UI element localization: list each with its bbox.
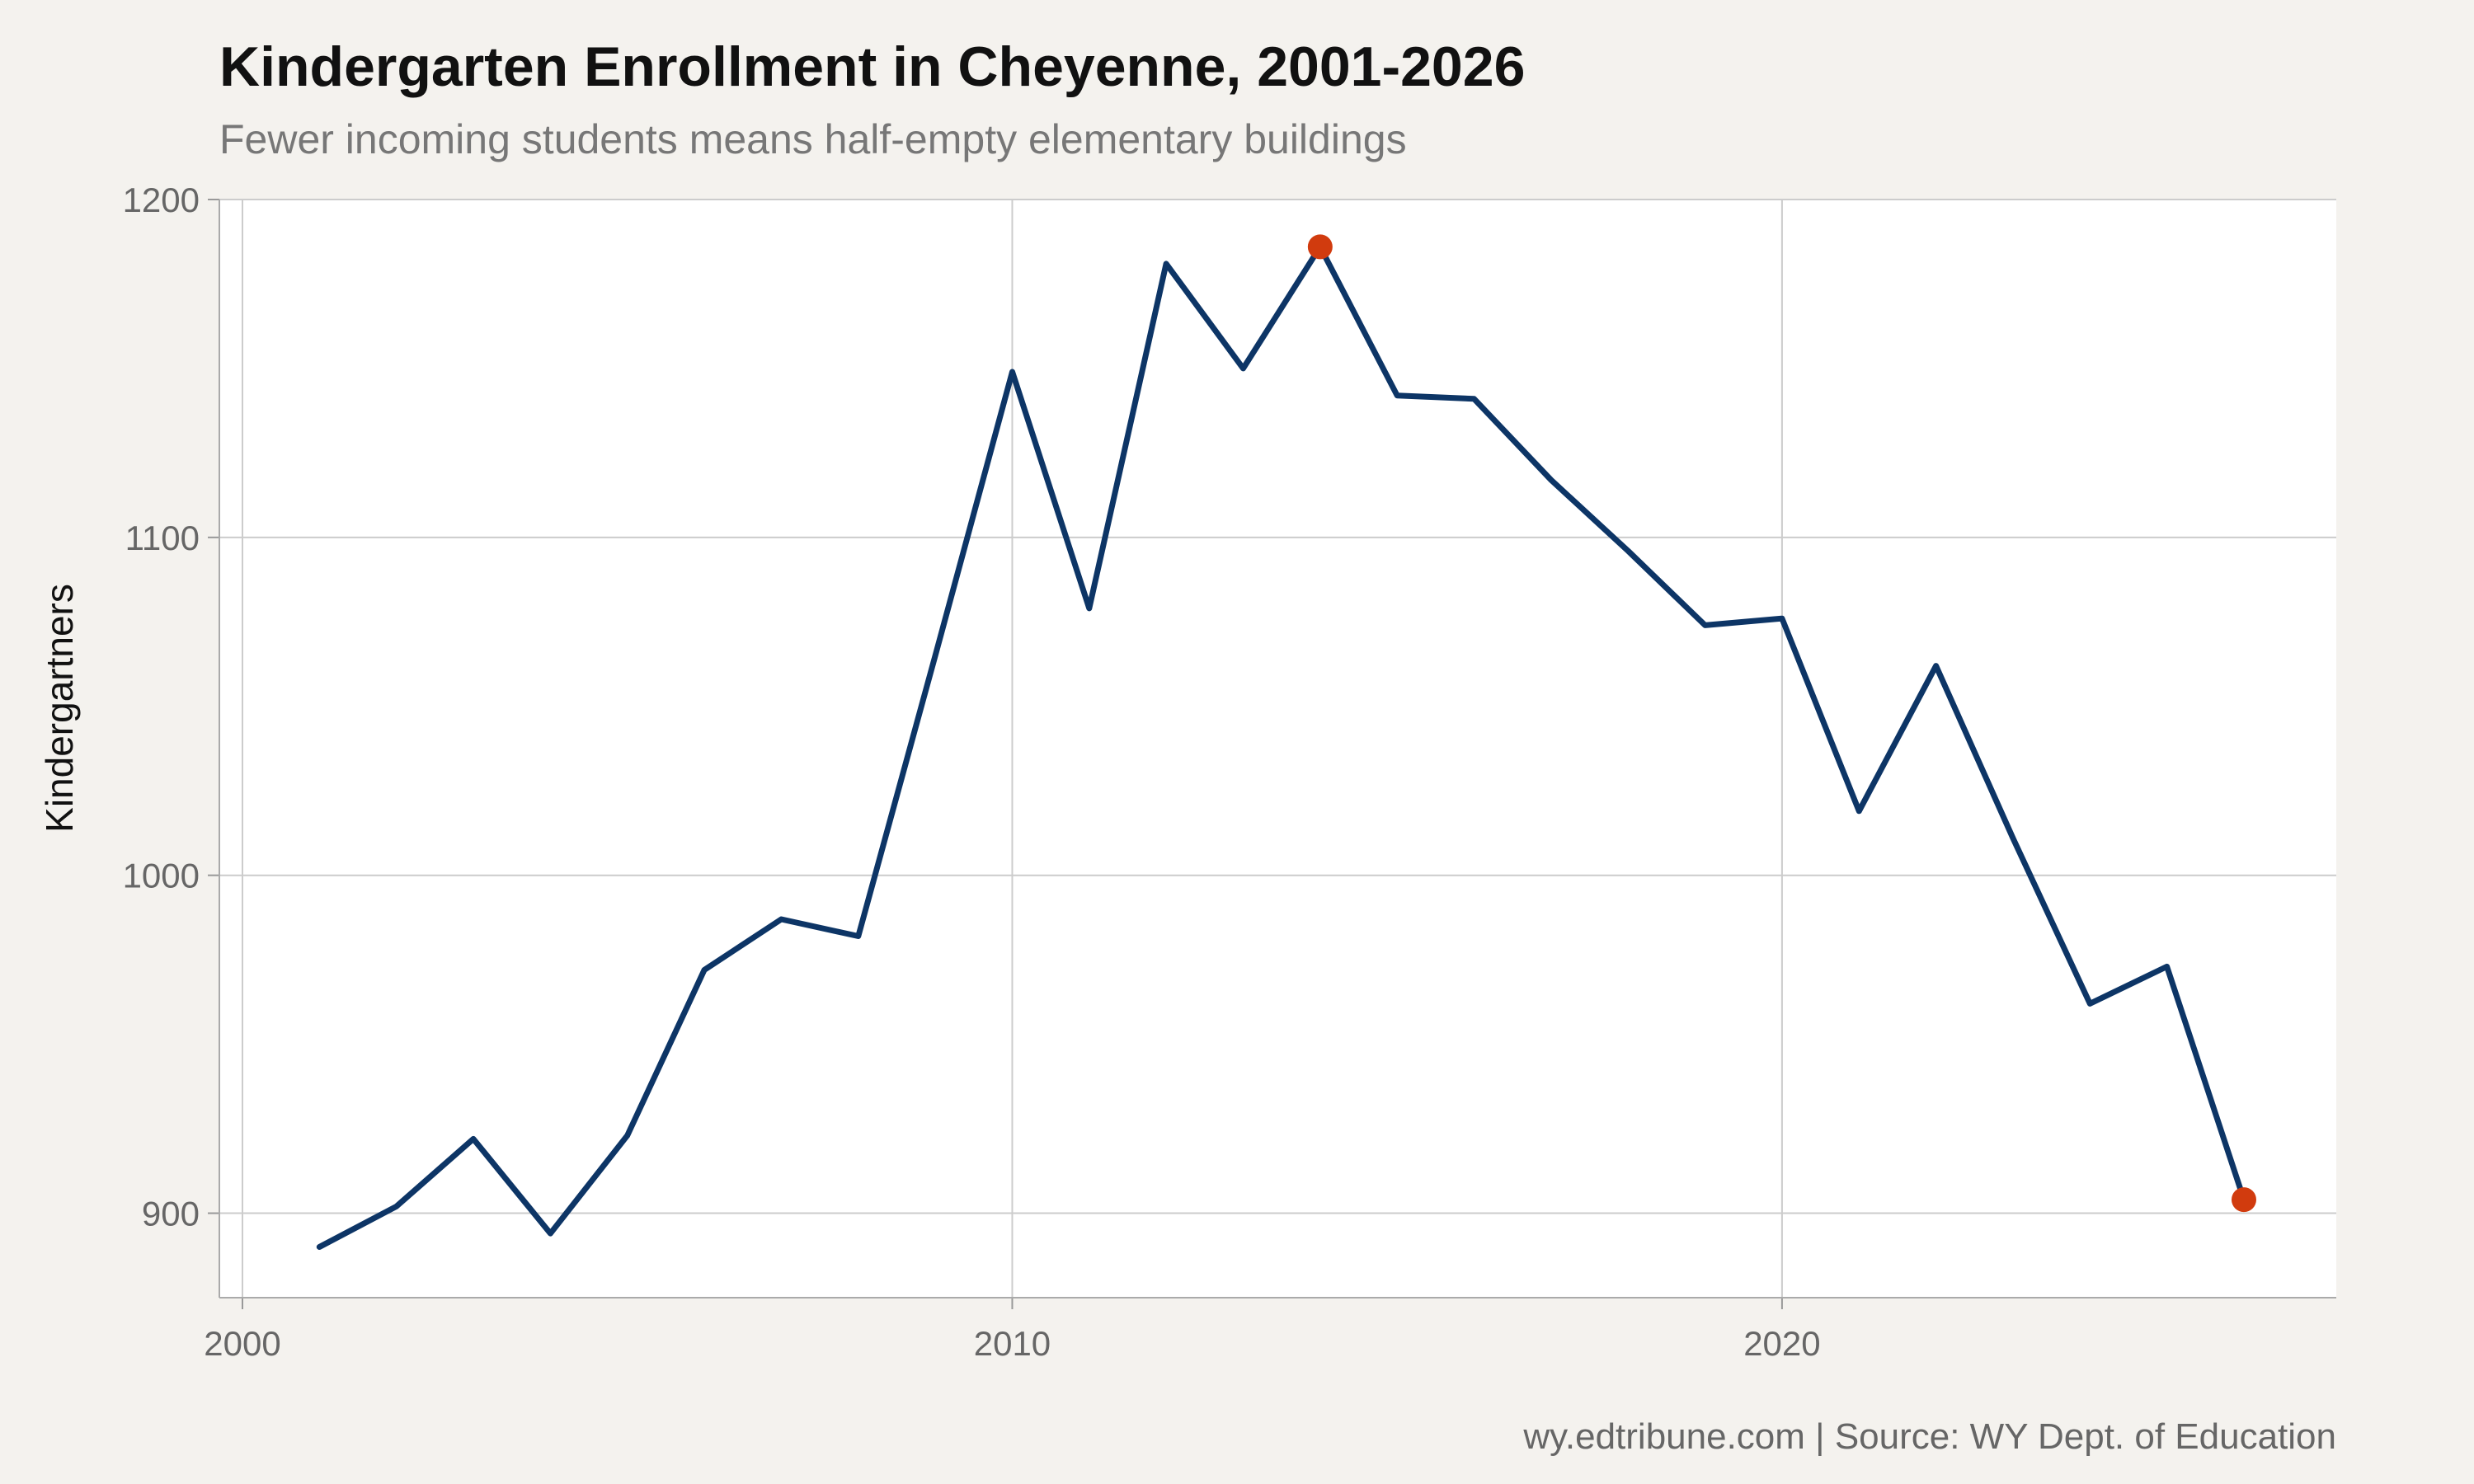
- y-tick-label: 1100: [125, 519, 200, 557]
- y-tick-label: 1000: [123, 857, 200, 895]
- source-caption: wy.edtribune.com | Source: WY Dept. of E…: [1523, 1416, 2336, 1457]
- plot-panel: [219, 200, 2336, 1298]
- x-tick-label: 2000: [204, 1324, 280, 1363]
- chart-title: Kindergarten Enrollment in Cheyenne, 200…: [219, 35, 1526, 98]
- y-tick-label: 900: [142, 1195, 200, 1233]
- series-line: [316, 243, 2247, 1250]
- chart-subtitle: Fewer incoming students means half-empty…: [219, 116, 1407, 162]
- highlight-point: [1307, 234, 1333, 260]
- x-tick-label: 2020: [1743, 1324, 1820, 1363]
- highlight-point: [2231, 1187, 2256, 1213]
- y-tick-label: 1200: [123, 181, 200, 219]
- x-tick-label: 2010: [974, 1324, 1051, 1363]
